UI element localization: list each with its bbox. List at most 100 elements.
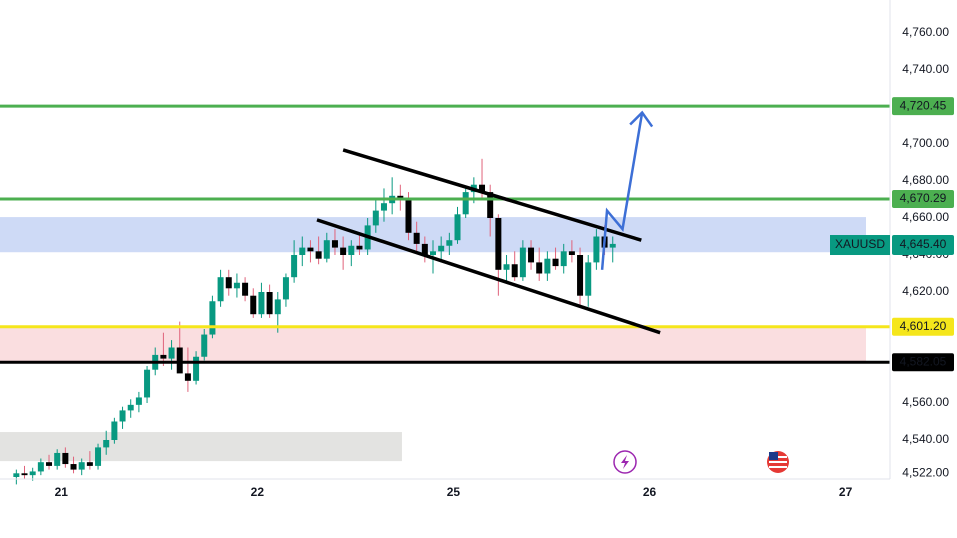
- zones: [0, 217, 866, 462]
- candle-body: [184, 373, 191, 381]
- projection-arrow: [600, 112, 644, 270]
- candle-body: [62, 452, 69, 465]
- candle-body: [250, 295, 257, 315]
- price-label: 4,601.20: [900, 319, 947, 333]
- price-label: 4,670.29: [900, 191, 947, 205]
- last-price-label: 4,645.40: [900, 237, 947, 251]
- axes: 4,760.00 4,740.00 4,700.00 4,680.00 4,660.00…: [55, 25, 954, 499]
- zone: [0, 432, 402, 462]
- candle-body: [536, 262, 543, 274]
- flag-stripe: [769, 461, 787, 463]
- candle-body: [86, 462, 93, 466]
- candle-body: [46, 462, 53, 466]
- candle-body: [454, 214, 461, 241]
- candle-body: [299, 247, 306, 255]
- candle-body: [519, 247, 526, 278]
- candle-body: [568, 251, 575, 255]
- candle-body: [54, 452, 61, 466]
- annotations: [0, 104, 890, 364]
- candle-body: [479, 184, 486, 193]
- candle-body: [176, 347, 183, 374]
- candle-body: [413, 232, 420, 244]
- candle-body: [593, 236, 600, 263]
- candle-body: [372, 210, 379, 226]
- candle-body: [37, 462, 44, 472]
- y-tick-label: 4,680.00: [902, 173, 949, 187]
- candle-body: [560, 251, 567, 267]
- candle-body: [340, 247, 347, 255]
- price-label-box: [892, 189, 954, 208]
- candle-body: [544, 258, 551, 274]
- y-tick-label: 4,700.00: [902, 136, 949, 150]
- candle-body: [421, 243, 428, 255]
- candle-body: [266, 292, 273, 315]
- symbol-label-box: [830, 235, 890, 256]
- x-tick-label: 25: [447, 485, 461, 499]
- y-tick-label: 4,560.00: [902, 395, 949, 409]
- candle-body: [13, 473, 20, 477]
- candle-body: [168, 347, 175, 359]
- candle-body: [233, 282, 240, 289]
- candle-body: [95, 447, 102, 466]
- price-label: 4,720.45: [900, 98, 947, 112]
- y-tick-label: 4,620.00: [902, 284, 949, 298]
- candle-body: [217, 277, 224, 302]
- candle-body: [331, 240, 338, 248]
- candle-body: [103, 440, 110, 448]
- candle-body: [258, 292, 265, 315]
- last-price-box: [892, 235, 954, 256]
- candle-body: [135, 397, 142, 405]
- x-tick-label: 27: [839, 485, 853, 499]
- candle-body: [29, 471, 36, 476]
- y-tick-label: 4,760.00: [902, 25, 949, 39]
- candle-body: [323, 240, 330, 259]
- candle-body: [511, 264, 518, 278]
- y-tick-label: 4,522.00: [902, 465, 949, 479]
- candle-body: [282, 277, 289, 300]
- candle-body: [405, 199, 412, 233]
- candle-body: [111, 421, 118, 440]
- price-label-box: [892, 353, 954, 372]
- arrow-head: [629, 110, 654, 128]
- x-tick-label: 22: [251, 485, 265, 499]
- candle-body: [127, 404, 134, 411]
- candle-body: [487, 192, 494, 218]
- candle-body: [503, 264, 510, 270]
- flag-canton: [769, 452, 778, 460]
- x-tick-label: 26: [643, 485, 657, 499]
- candle-body: [193, 356, 200, 381]
- candle-body: [78, 462, 85, 470]
- candle-body: [356, 245, 363, 250]
- candle-body: [528, 247, 535, 263]
- candle-body: [119, 410, 126, 422]
- candle-body: [430, 251, 436, 255]
- candle-body: [242, 282, 249, 296]
- trendline: [342, 148, 642, 242]
- y-tick-label: 4,660.00: [902, 210, 949, 224]
- candle-body: [462, 192, 469, 215]
- candle-body: [315, 251, 322, 259]
- trendline: [316, 218, 661, 335]
- symbol-label: XAUUSD: [835, 237, 885, 251]
- candle-body: [21, 473, 28, 476]
- candle-body: [446, 240, 453, 246]
- price-label-box: [892, 317, 954, 336]
- candle-body: [348, 245, 355, 255]
- candle-body: [274, 299, 281, 315]
- candle-body: [291, 255, 298, 278]
- price-label-box: [892, 97, 954, 116]
- candle-body: [585, 262, 592, 296]
- candle-body: [577, 255, 584, 296]
- flag-stripe: [769, 466, 787, 468]
- candle-body: [552, 258, 559, 267]
- candle-body: [70, 464, 77, 470]
- candle-body: [609, 243, 616, 248]
- candle-body: [307, 247, 314, 252]
- candle-body: [438, 245, 445, 252]
- zone: [0, 326, 866, 363]
- y-tick-label: 4,740.00: [902, 62, 949, 76]
- candle-body: [495, 218, 502, 270]
- price-label: 4,582.05: [900, 354, 947, 368]
- candle-body: [201, 334, 208, 357]
